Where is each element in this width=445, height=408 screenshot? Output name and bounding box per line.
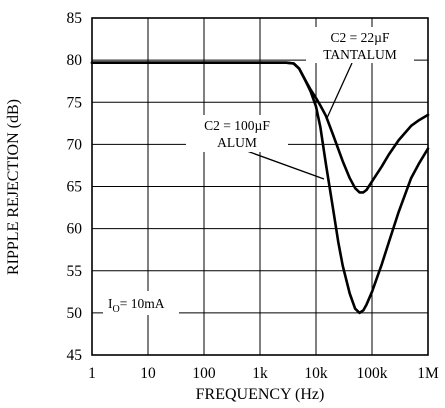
x-tick-label: 1 [88,365,96,382]
x-tick-label: 1k [252,365,268,382]
alum-series-label-background [186,115,288,152]
x-axis-label: FREQUENCY (Hz) [196,386,325,403]
y-tick-label: 85 [67,10,83,27]
x-tick-label: 10k [304,365,328,382]
plot-frame [91,17,429,356]
x-tick-label: 10 [140,365,156,382]
y-tick-label: 80 [67,52,83,69]
y-tick-label: 60 [67,221,83,238]
y-tick-label: 55 [67,263,83,280]
x-tick-label: 100k [357,365,388,382]
alum-series-label: C2 = 100µF [204,118,270,133]
curves [90,61,430,315]
alum-callout-line [243,149,325,180]
tantalum-series-label: TANTALUM [323,47,397,62]
y-tick-label: 70 [67,136,83,153]
series-alum-100uF-line [90,61,430,315]
annotations: C2 = 22µF TANTALUM C2 = 100µF ALUM IO= 10mA [103,27,414,315]
x-tick-label: 100 [192,365,216,382]
alum-series-label: ALUM [217,135,257,150]
y-tick-label: 50 [67,305,83,322]
current-annotation-background [103,291,179,315]
y-tick-label: 65 [67,179,83,196]
current-annotation: IO= 10mA [108,296,165,315]
y-tick-label: 45 [67,347,83,364]
tantalum-series-label-background [306,27,414,63]
tantalum-callout-line [326,62,353,119]
tantalum-series-label: C2 = 22µF [331,30,390,45]
y-axis-label: RIPPLE REJECTION (dB) [5,99,22,275]
tick-labels: 1 10 100 1k 10k 100k 1M 45 50 55 60 65 70 75 80 85 [67,10,439,382]
y-tick-label: 75 [67,94,83,111]
x-tick-label: 1M [417,365,439,382]
